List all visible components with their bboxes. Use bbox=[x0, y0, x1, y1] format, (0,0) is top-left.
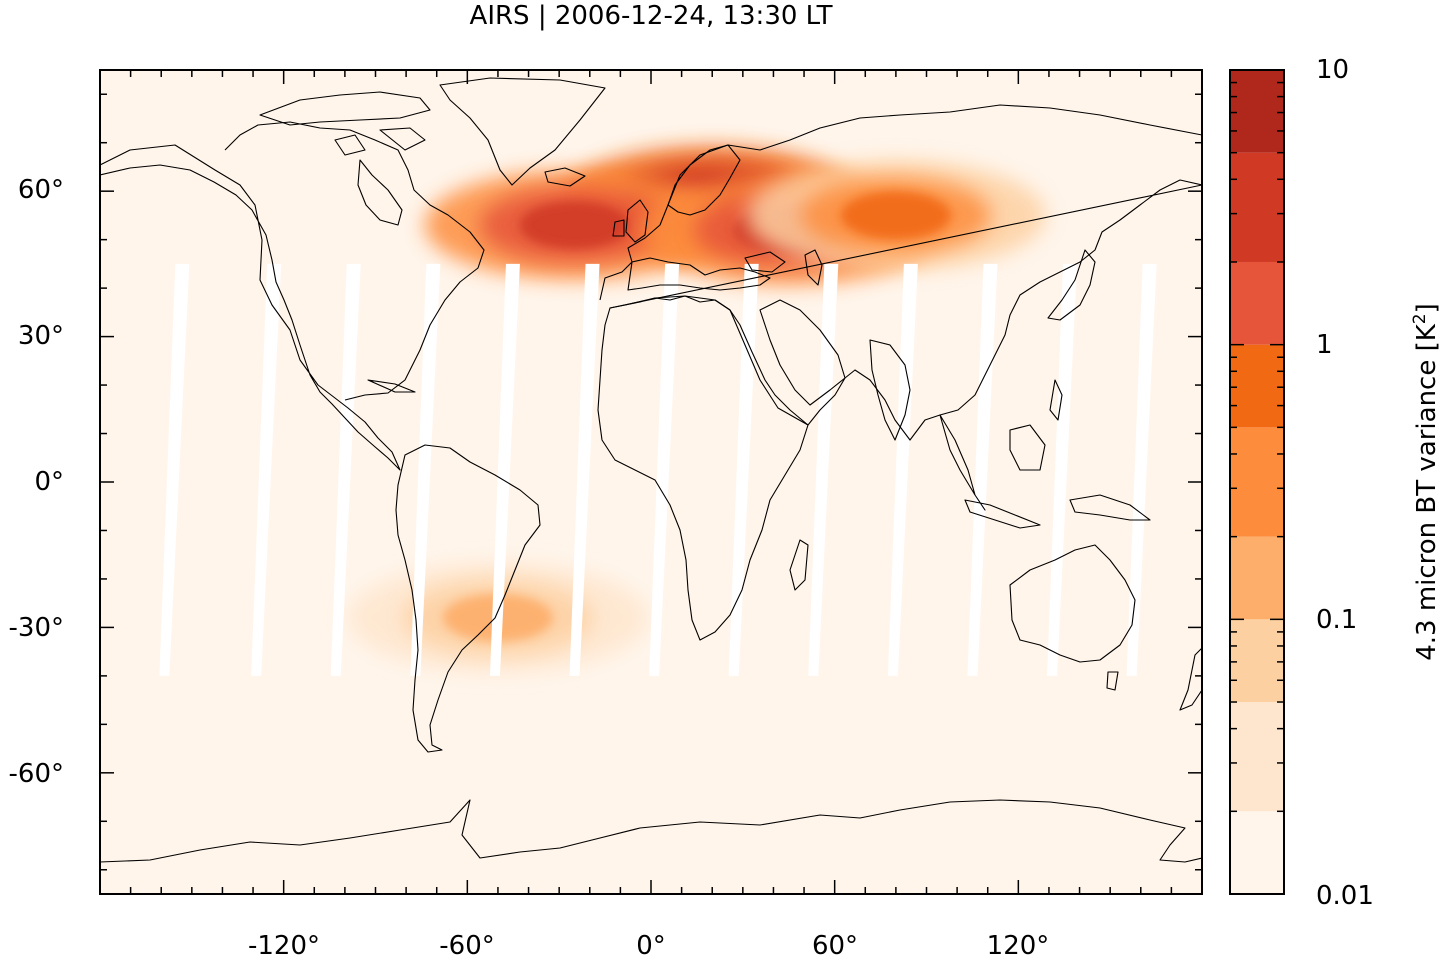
coastline-australia bbox=[1009, 544, 1136, 691]
map-title: AIRS | 2006-12-24, 13:30 LT bbox=[470, 1, 833, 31]
colorbar-label-sup: 2 bbox=[1410, 313, 1430, 324]
coastline-arabia-india bbox=[759, 299, 911, 441]
hotspot-core-3 bbox=[840, 191, 951, 240]
coastline-greenland bbox=[439, 77, 606, 186]
y-tick-label-60: 60° bbox=[18, 175, 64, 205]
x-tick-label-60: 60° bbox=[812, 931, 858, 956]
colorbar-bands bbox=[1230, 70, 1284, 894]
y-axis-labels: 60° 30° 0° -30° -60° bbox=[9, 175, 64, 789]
colorbar-tick-label-0-01: 0.01 bbox=[1316, 881, 1374, 911]
swath-gap-10 bbox=[967, 263, 998, 676]
colorbar-band-8 bbox=[1230, 70, 1284, 153]
colorbar-band-0 bbox=[1230, 811, 1284, 894]
colorbar-band-2 bbox=[1230, 619, 1284, 703]
y-tick-label-30: 30° bbox=[18, 321, 64, 351]
colorbar-frame bbox=[1229, 69, 1285, 895]
swath-gap-7 bbox=[728, 263, 759, 676]
hotspot-core-1 bbox=[519, 201, 630, 250]
swath-gap-9 bbox=[887, 263, 918, 676]
coastline-british-isles bbox=[612, 199, 649, 243]
colorbar-band-4 bbox=[1230, 427, 1284, 537]
colorbar-band-6 bbox=[1230, 261, 1284, 345]
swath-gap-12 bbox=[1126, 263, 1157, 676]
x-tick-label-120: 120° bbox=[987, 931, 1050, 956]
coastline-southeast-asia bbox=[939, 379, 1151, 529]
swath-gaps bbox=[159, 263, 1157, 676]
colorbar-tick-label-1: 1 bbox=[1316, 330, 1333, 360]
coastline-europe-asia bbox=[599, 104, 1202, 441]
colorbar-label-main: 4.3 micron BT variance [K bbox=[1412, 323, 1442, 661]
coastline-arctic-islands bbox=[259, 91, 431, 156]
swath-gap-8 bbox=[808, 263, 839, 676]
coastline-cuba bbox=[367, 379, 416, 393]
colorbar-label: 4.3 micron BT variance [K2] bbox=[1410, 303, 1442, 661]
swath-gap-6 bbox=[649, 263, 680, 676]
colorbar-ticks bbox=[1230, 69, 1284, 895]
coastlines bbox=[100, 77, 1202, 863]
colorbar: 10 1 0.1 0.01 4.3 micron BT variance [K2… bbox=[1229, 55, 1442, 911]
colorbar-tick-label-0-1: 0.1 bbox=[1316, 605, 1357, 635]
map-ticks bbox=[100, 70, 1202, 894]
map-area bbox=[100, 70, 1202, 894]
coastline-south-america bbox=[395, 444, 541, 753]
coastline-iceland bbox=[544, 167, 586, 187]
x-tick-label-0: 0° bbox=[636, 931, 666, 956]
x-tick-label-m60: -60° bbox=[439, 931, 494, 956]
colorbar-band-7 bbox=[1230, 152, 1284, 262]
colorbar-band-1 bbox=[1230, 702, 1284, 812]
coastline-black-caspian bbox=[744, 249, 823, 286]
x-axis-labels: -120° -60° 0° 60° 120° bbox=[248, 931, 1049, 956]
swath-gap-0 bbox=[159, 263, 190, 676]
y-tick-label-0: 0° bbox=[34, 467, 64, 497]
coastline-new-zealand bbox=[1179, 647, 1202, 711]
coastline-mediterranean bbox=[627, 257, 771, 291]
coastline-north-america bbox=[100, 121, 485, 471]
colorbar-tick-label-10: 10 bbox=[1316, 55, 1349, 85]
coastline-madagascar bbox=[789, 539, 809, 591]
swath-gap-5 bbox=[569, 263, 600, 676]
coastline-antarctica bbox=[100, 799, 1202, 863]
colorbar-band-5 bbox=[1230, 344, 1284, 428]
swath-gap-4 bbox=[489, 263, 520, 676]
coastline-africa bbox=[597, 295, 809, 641]
swath-gap-3 bbox=[410, 263, 441, 676]
y-tick-label-m60: -60° bbox=[9, 759, 64, 789]
y-tick-label-m30: -30° bbox=[9, 613, 64, 643]
colorbar-label-end: ] bbox=[1412, 303, 1442, 313]
colorbar-band-3 bbox=[1230, 536, 1284, 620]
coastline-japan bbox=[1047, 249, 1096, 321]
coastline-hudson-bay bbox=[357, 159, 403, 226]
swath-gap-1 bbox=[251, 263, 282, 676]
swath-gap-11 bbox=[1047, 263, 1078, 676]
coastline-scandinavia bbox=[667, 144, 741, 216]
swath-gap-2 bbox=[330, 263, 361, 676]
x-tick-label-m120: -120° bbox=[248, 931, 320, 956]
